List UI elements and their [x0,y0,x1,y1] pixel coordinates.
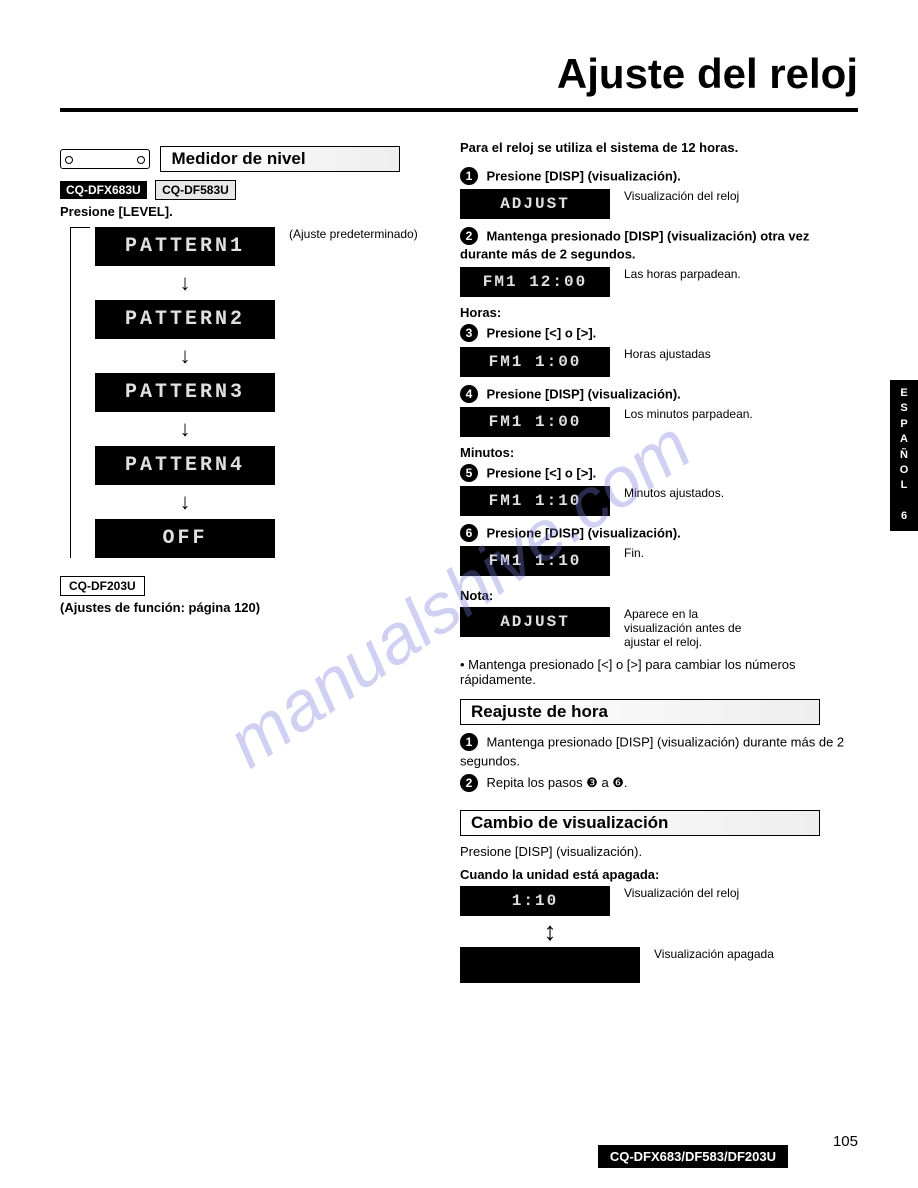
reajuste-2-num: 2 [460,774,478,792]
step-2-text: Mantenga presionado [DISP] (visualizació… [460,229,809,262]
step-6-text: Presione [DISP] (visualización). [486,526,680,541]
press-level-text: Presione [LEVEL]. [60,204,430,219]
title-rule [60,108,858,112]
clock-intro: Para el reloj se utiliza el sistema de 1… [460,140,860,155]
lcd-nota-adjust: ADJUST [460,607,610,637]
step-4-caption: Los minutos parpadean. [624,407,753,421]
nota-bullet: • Mantenga presionado [<] o [>] para cam… [460,657,860,687]
step-4-text: Presione [DISP] (visualización). [486,386,680,401]
lcd-fm1-100b: FM1 1:00 [460,407,610,437]
reajuste-1-text: Mantenga presionado [DISP] (visualizació… [460,735,844,768]
reajuste-2-text: Repita los pasos ❸ a ❻. [486,775,627,790]
lcd-off: OFF [95,519,275,558]
nota-label: Nota: [460,588,860,603]
arrow-down-icon: ↓ [95,266,275,300]
model-badge-dfx683u: CQ-DFX683U [60,181,147,199]
func-settings-note: (Ajustes de función: página 120) [60,600,430,615]
step-4-num: 4 [460,385,478,403]
step-6-num: 6 [460,524,478,542]
step-5-caption: Minutos ajustados. [624,486,724,500]
model-box-df203u: CQ-DF203U [60,576,145,596]
step-3-text: Presione [<] o [>]. [486,326,596,341]
left-column: Medidor de nivel CQ-DFX683U CQ-DF583U Pr… [60,140,430,615]
section-cambio: Cambio de visualización [460,810,820,836]
cambio-cap2: Visualización apagada [654,947,774,961]
cambio-cap1: Visualización del reloj [624,886,739,900]
step-1-caption: Visualización del reloj [624,189,739,203]
lcd-fm1-100a: FM1 1:00 [460,347,610,377]
lcd-pattern4: PATTERN4 [95,446,275,485]
footer-model: CQ-DFX683/DF583/DF203U [598,1145,788,1168]
step-3-num: 3 [460,324,478,342]
step-6-caption: Fin. [624,546,644,560]
page-title: Ajuste del reloj [557,50,858,98]
reajuste-1-num: 1 [460,733,478,751]
step-5-num: 5 [460,464,478,482]
lcd-cambio-clock: 1:10 [460,886,610,916]
step-2-num: 2 [460,227,478,245]
step-2-caption: Las horas parpadean. [624,267,741,281]
step-1-text: Presione [DISP] (visualización). [486,169,680,184]
page-number: 105 [833,1133,858,1150]
model-badge-df583u: CQ-DF583U [155,180,236,200]
right-column: Para el reloj se utiliza el sistema de 1… [460,140,860,983]
lcd-fm1-110b: FM1 1:10 [460,546,610,576]
arrow-down-icon: ↓ [95,339,275,373]
lcd-blank [460,947,640,983]
step-5-text: Presione [<] o [>]. [486,465,596,480]
lcd-pattern3: PATTERN3 [95,373,275,412]
lcd-pattern1: PATTERN1 [95,227,275,266]
lcd-fm1-1200: FM1 12:00 [460,267,610,297]
step-3-caption: Horas ajustadas [624,347,711,361]
hours-label: Horas: [460,305,860,320]
device-icon [60,149,150,169]
lcd-adjust: ADJUST [460,189,610,219]
cambio-press: Presione [DISP] (visualización). [460,844,860,859]
section-level-meter: Medidor de nivel [160,146,400,172]
step-1-num: 1 [460,167,478,185]
arrow-down-icon: ↓ [95,412,275,446]
arrow-updown-icon: ↕ [460,916,640,947]
section-reajuste: Reajuste de hora [460,699,820,725]
nota-caption: Aparece en la visualización antes de aju… [624,607,754,649]
pattern1-note: (Ajuste predeterminado) [289,227,418,241]
lcd-pattern2: PATTERN2 [95,300,275,339]
lcd-fm1-110a: FM1 1:10 [460,486,610,516]
cambio-when: Cuando la unidad está apagada: [460,867,860,882]
minutes-label: Minutos: [460,445,860,460]
arrow-down-icon: ↓ [95,485,275,519]
language-tab: ESPAÑOL6 [890,380,918,531]
